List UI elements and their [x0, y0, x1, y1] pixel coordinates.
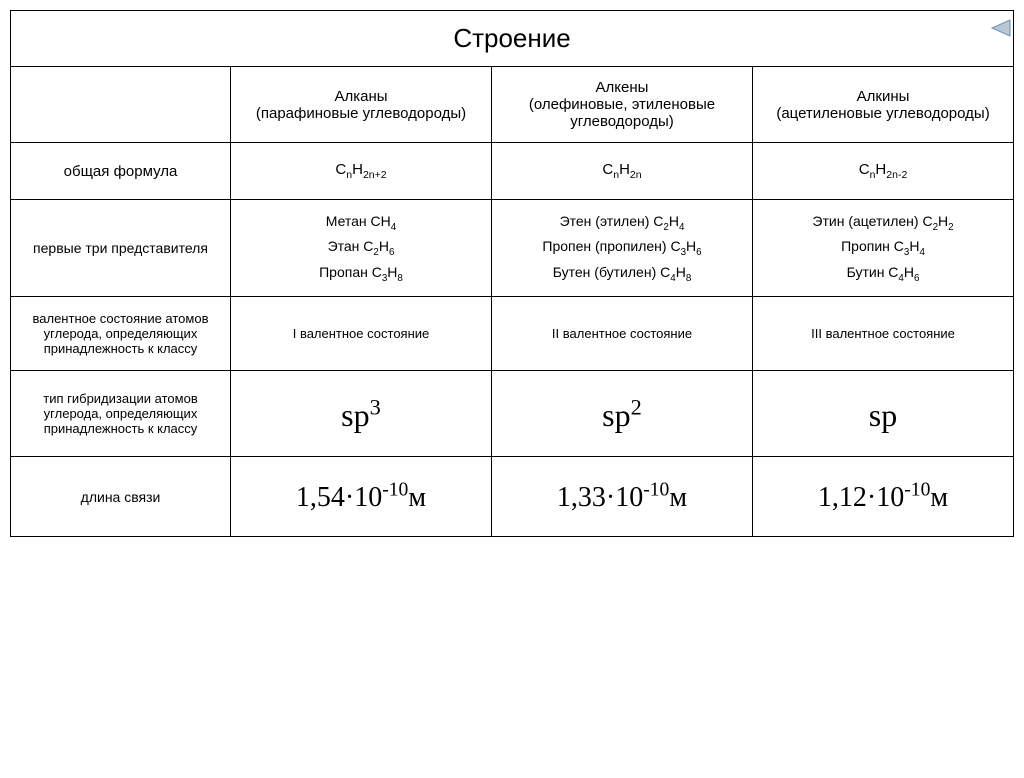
hybrid-label: тип гибридизации атомов углерода, опреде…: [11, 371, 231, 457]
exp: -10: [643, 479, 669, 500]
formula-row: общая формула CnH2n+2 CnH2n CnH2n-2: [11, 143, 1014, 200]
hybrid-base: sp: [602, 397, 630, 433]
nav-back-button[interactable]: [988, 18, 1012, 38]
hybrid-sup: 3: [370, 394, 381, 419]
hybrid-base: sp: [341, 397, 369, 433]
hybrid-alkynes: sp: [753, 371, 1014, 457]
formula-alkynes: CnH2n-2: [753, 143, 1014, 200]
valence-alkenes: II валентное состояние: [492, 297, 753, 371]
unit: м: [930, 482, 948, 513]
hybrid-row: тип гибридизации атомов углерода, опреде…: [11, 371, 1014, 457]
header-alkanes: Алканы (парафиновые углеводороды): [231, 67, 492, 143]
reps-alkanes: Метан CH4 Этан C2H6 Пропан C3H8: [231, 200, 492, 297]
valence-alkynes: III валентное состояние: [753, 297, 1014, 371]
exp: -10: [904, 479, 930, 500]
table-title: Строение: [11, 11, 1014, 67]
hybrid-sup: 2: [631, 394, 642, 419]
reps-row: первые три представителя Метан CH4 Этан …: [11, 200, 1014, 297]
mantissa: 1,12: [818, 482, 867, 513]
header-alkynes: Алкины (ацетиленовые углеводороды): [753, 67, 1014, 143]
unit: м: [669, 482, 687, 513]
mantissa: 1,54: [296, 482, 345, 513]
title-row: Строение: [11, 11, 1014, 67]
length-alkynes: 1,12·10-10м: [753, 457, 1014, 536]
formula-alkanes: CnH2n+2: [231, 143, 492, 200]
length-row: длина связи 1,54·10-10м 1,33·10-10м 1,12…: [11, 457, 1014, 536]
header-row: Алканы (парафиновые углеводороды) Алкены…: [11, 67, 1014, 143]
col-name: Алкены: [596, 79, 649, 96]
col-sub: (парафиновые углеводороды): [237, 105, 485, 122]
col-sub: (ацетиленовые углеводороды): [759, 105, 1007, 122]
structure-table: Строение Алканы (парафиновые углеводород…: [10, 10, 1014, 537]
header-alkenes: Алкены (олефиновые, этиленовые углеводор…: [492, 67, 753, 143]
exp: -10: [382, 479, 408, 500]
reps-alkenes: Этен (этилен) C2H4 Пропен (пропилен) C3H…: [492, 200, 753, 297]
col-name: Алкины: [857, 88, 910, 105]
hybrid-alkanes: sp3: [231, 371, 492, 457]
valence-label: валентное состояние атомов углерода, опр…: [11, 297, 231, 371]
valence-alkanes: I валентное состояние: [231, 297, 492, 371]
length-label: длина связи: [11, 457, 231, 536]
triangle-left-icon: [988, 18, 1012, 38]
mantissa: 1,33: [557, 482, 606, 513]
length-alkanes: 1,54·10-10м: [231, 457, 492, 536]
col-sub: (олефиновые, этиленовые углеводороды): [498, 96, 746, 130]
reps-alkynes: Этин (ацетилен) C2H2 Пропин C3H4 Бутин C…: [753, 200, 1014, 297]
formula-alkenes: CnH2n: [492, 143, 753, 200]
valence-row: валентное состояние атомов углерода, опр…: [11, 297, 1014, 371]
hybrid-base: sp: [869, 397, 897, 433]
header-empty: [11, 67, 231, 143]
reps-label: первые три представителя: [11, 200, 231, 297]
col-name: Алканы: [334, 88, 387, 105]
unit: м: [408, 482, 426, 513]
hybrid-alkenes: sp2: [492, 371, 753, 457]
formula-label: общая формула: [11, 143, 231, 200]
length-alkenes: 1,33·10-10м: [492, 457, 753, 536]
